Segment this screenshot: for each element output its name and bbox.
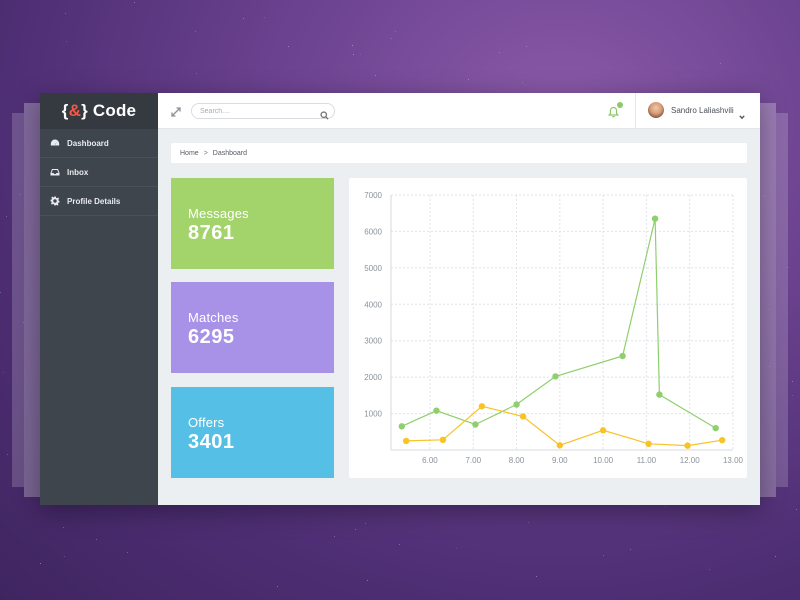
- stat-card-messages[interactable]: Messages 8761: [171, 178, 334, 269]
- x-tick-label: 9.00: [552, 456, 568, 465]
- stat-card-value: 8761: [188, 222, 235, 244]
- data-point-green: [712, 424, 719, 432]
- x-tick-label: 12.00: [680, 456, 701, 465]
- data-point-green: [513, 401, 520, 408]
- breadcrumb-current: Dashboard: [212, 149, 248, 157]
- dashboard-window: { & } Code Dashboard Inbox Profile Detai…: [40, 93, 760, 505]
- stat-card-label: Offers: [188, 415, 225, 430]
- x-tick-label: 6.00: [422, 456, 438, 465]
- y-tick-label: 6000: [364, 227, 382, 236]
- sidebar: { & } Code Dashboard Inbox Profile Detai…: [40, 93, 158, 505]
- data-point-green: [656, 391, 663, 398]
- y-tick-label: 7000: [364, 191, 382, 200]
- x-tick-label: 7.00: [465, 456, 481, 465]
- inbox-icon: [50, 167, 60, 177]
- sidebar-item-profile-details[interactable]: Profile Details: [40, 187, 158, 216]
- x-tick-label: 11.00: [637, 456, 657, 465]
- x-tick-label: 10.00: [593, 456, 614, 465]
- gear-icon: [50, 196, 60, 206]
- data-point-green: [651, 215, 659, 222]
- ghost-panel-right-inner: [760, 103, 776, 497]
- stat-card-matches[interactable]: Matches 6295: [171, 282, 334, 373]
- sidebar-item-dashboard[interactable]: Dashboard: [40, 129, 158, 158]
- data-point-yellow: [478, 403, 486, 410]
- data-point-green: [433, 407, 440, 414]
- topbar-divider: [635, 93, 636, 129]
- ghost-panel-right-outer: [776, 113, 788, 487]
- chart-panel: 1000 2000 3000 4000 5000 6000 7000 6.00 7.00 8.00…: [349, 178, 747, 478]
- brand-word: Code: [92, 101, 137, 120]
- brand-brace-close: }: [81, 101, 88, 120]
- y-tick-label: 4000: [364, 300, 382, 309]
- user-menu[interactable]: Sandro Laliashvili: [648, 102, 745, 120]
- stat-card-label: Messages: [188, 206, 249, 221]
- top-bar: Sandro Laliashvili: [158, 93, 760, 129]
- data-point-yellow: [556, 442, 564, 449]
- notification-badge: [617, 102, 623, 108]
- breadcrumb-home[interactable]: Home: [180, 149, 199, 157]
- search-input[interactable]: [200, 107, 310, 116]
- data-point-yellow: [684, 442, 691, 449]
- stat-card-offers[interactable]: Offers 3401: [171, 387, 334, 478]
- stat-card-value: 6295: [188, 326, 235, 348]
- data-point-green: [472, 421, 479, 428]
- brand-logo[interactable]: { & } Code: [40, 93, 158, 129]
- data-point-yellow: [439, 436, 447, 443]
- data-point-green: [619, 352, 626, 360]
- y-tick-label: 3000: [364, 337, 382, 346]
- line-chart: 1000 2000 3000 4000 5000 6000 7000 6.00 7.00 8.00…: [364, 191, 744, 465]
- chevron-down-icon: [738, 107, 745, 120]
- data-point-yellow: [645, 440, 652, 448]
- brand-brace-open: {: [61, 101, 69, 120]
- y-tick-label: 5000: [364, 264, 382, 273]
- expand-icon[interactable]: [170, 105, 182, 117]
- ghost-panel-left-outer: [12, 113, 24, 487]
- y-tick-label: 1000: [364, 410, 382, 419]
- avatar: [648, 102, 664, 118]
- stat-card-value: 3401: [188, 431, 235, 453]
- sidebar-item-label: Inbox: [67, 167, 89, 177]
- search-box: [191, 103, 335, 120]
- data-point-yellow: [402, 437, 410, 445]
- data-point-yellow: [718, 436, 726, 444]
- sidebar-item-label: Profile Details: [67, 196, 121, 206]
- stat-card-label: Matches: [188, 310, 239, 325]
- y-tick-label: 2000: [364, 373, 382, 382]
- data-point-green: [552, 373, 559, 380]
- sidebar-item-inbox[interactable]: Inbox: [40, 158, 158, 187]
- data-point-green: [398, 423, 406, 430]
- brand-ampersand: &: [68, 101, 82, 120]
- main-area: Sandro Laliashvili Home > Dashboard Mess…: [158, 93, 760, 505]
- data-point-yellow: [519, 413, 527, 420]
- user-name: Sandro Laliashvili: [671, 105, 734, 115]
- dashboard-icon: [50, 138, 60, 148]
- ghost-panel-left-inner: [24, 103, 40, 497]
- breadcrumb-separator: >: [203, 149, 208, 157]
- notifications-button[interactable]: [607, 102, 623, 118]
- data-point-yellow: [599, 427, 607, 434]
- series-line-yellow: [406, 405, 723, 447]
- breadcrumb: Home > Dashboard: [171, 143, 747, 163]
- bell-icon: [607, 106, 620, 118]
- search-icon[interactable]: [320, 107, 329, 120]
- series-line-green: [401, 218, 717, 429]
- x-tick-label: 13.00: [723, 456, 744, 465]
- sidebar-item-label: Dashboard: [67, 138, 109, 148]
- x-tick-label: 8.00: [509, 456, 525, 465]
